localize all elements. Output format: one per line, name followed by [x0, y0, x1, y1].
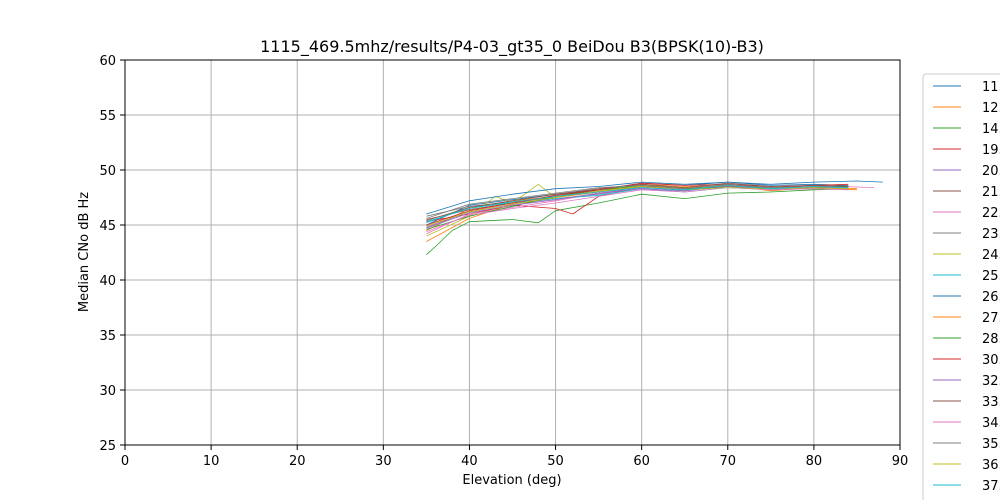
series-line-33.0: [426, 182, 849, 221]
series-line-26.0: [426, 181, 849, 215]
y-tick-label: 25: [99, 439, 116, 454]
legend-label: 33.0: [982, 395, 1000, 410]
y-axis-label: Median CNo dB Hz: [77, 192, 92, 312]
series-line-34.0: [426, 187, 849, 232]
legend-label: 12.0: [982, 101, 1000, 116]
x-tick-label: 0: [121, 454, 129, 469]
y-tick-label: 30: [99, 384, 116, 399]
x-tick-label: 20: [289, 454, 306, 469]
legend-label: 30.0: [982, 353, 1000, 368]
legend-label: 32.0: [982, 374, 1000, 389]
y-tick-label: 35: [99, 329, 116, 344]
x-tick-label: 80: [806, 454, 823, 469]
x-axis-label: Elevation (deg): [462, 473, 561, 488]
legend-label: 22.0: [982, 206, 1000, 221]
series-line-22.0: [426, 184, 875, 235]
legend-label: 19.0: [982, 143, 1000, 158]
y-tick-label: 60: [99, 54, 116, 69]
x-tick-label: 70: [720, 454, 737, 469]
legend-label: 20.0: [982, 164, 1000, 179]
legend-label: 26.0: [982, 290, 1000, 305]
series-layer: [426, 180, 883, 255]
legend: 11.0 12.0 14.0 19.0 20.0 21.0 22.0 23.0 24.0 25.0…: [922, 73, 1000, 500]
grid-lines: [124, 59, 901, 446]
legend-label: 37.0: [982, 479, 1000, 494]
legend-label: 25.0: [982, 269, 1000, 284]
y-tick-label: 45: [99, 219, 116, 234]
series-line-35.0: [426, 183, 849, 219]
legend-label: 23.0: [982, 227, 1000, 242]
x-tick-label: 40: [461, 454, 478, 469]
x-tick-label: 60: [633, 454, 650, 469]
legend-label: 28.0: [982, 332, 1000, 347]
y-tick-label: 55: [99, 109, 116, 124]
axis-ticks: 0 10 20 30 40 50 60 70 80 90 25 30 35 40 45 50 55 60: [99, 54, 908, 469]
legend-label: 34.0: [982, 416, 1000, 431]
series-line-37.0: [426, 184, 849, 223]
plot-frame: [124, 59, 901, 446]
legend-label: 14.0: [982, 122, 1000, 137]
x-tick-label: 50: [547, 454, 564, 469]
x-tick-label: 90: [892, 454, 909, 469]
legend-box: [922, 73, 1000, 500]
series-line-14.0: [426, 188, 849, 255]
x-tick-label: 30: [375, 454, 392, 469]
legend-label: 21.0: [982, 185, 1000, 200]
legend-label: 35.0: [982, 437, 1000, 452]
legend-label: 27.0: [982, 311, 1000, 326]
chart-title: 1115_469.5mhz/results/P4-03_gt35_0 BeiDo…: [260, 37, 764, 57]
y-tick-label: 40: [99, 274, 116, 289]
legend-label: 24.0: [982, 248, 1000, 263]
x-tick-label: 10: [203, 454, 220, 469]
legend-label: 36.0: [982, 458, 1000, 473]
y-tick-label: 50: [99, 164, 116, 179]
legend-items: 11.0 12.0 14.0 19.0 20.0 21.0 22.0 23.0 24.0 25.0…: [933, 80, 1000, 494]
legend-label: 11.0: [982, 80, 1000, 95]
